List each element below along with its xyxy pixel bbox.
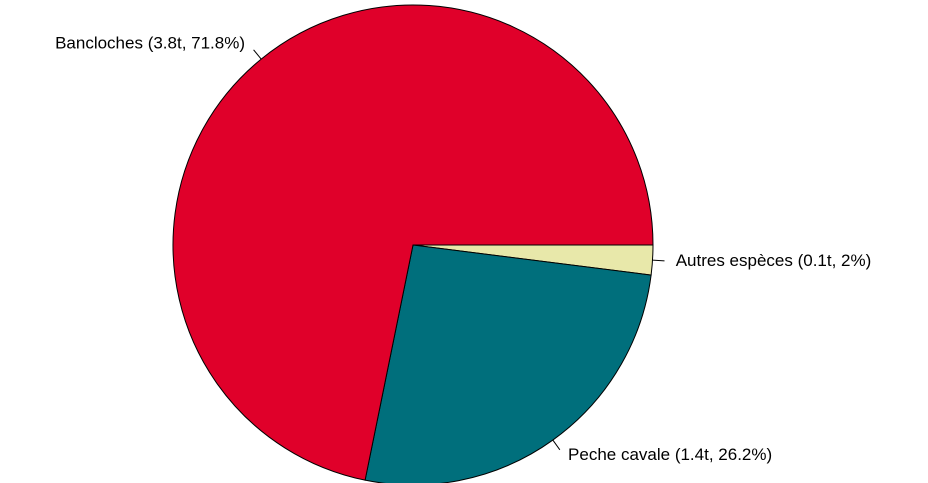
- label-leader: [652, 259, 665, 262]
- label-leader: [253, 49, 262, 60]
- label-leader: [552, 439, 561, 451]
- slice-label: Peche cavale (1.4t, 26.2%): [568, 445, 772, 464]
- slice-label: Bancloches (3.8t, 71.8%): [55, 34, 245, 53]
- pie-slice: [364, 244, 652, 483]
- slice-label: Autres espèces (0.1t, 2%): [676, 251, 872, 270]
